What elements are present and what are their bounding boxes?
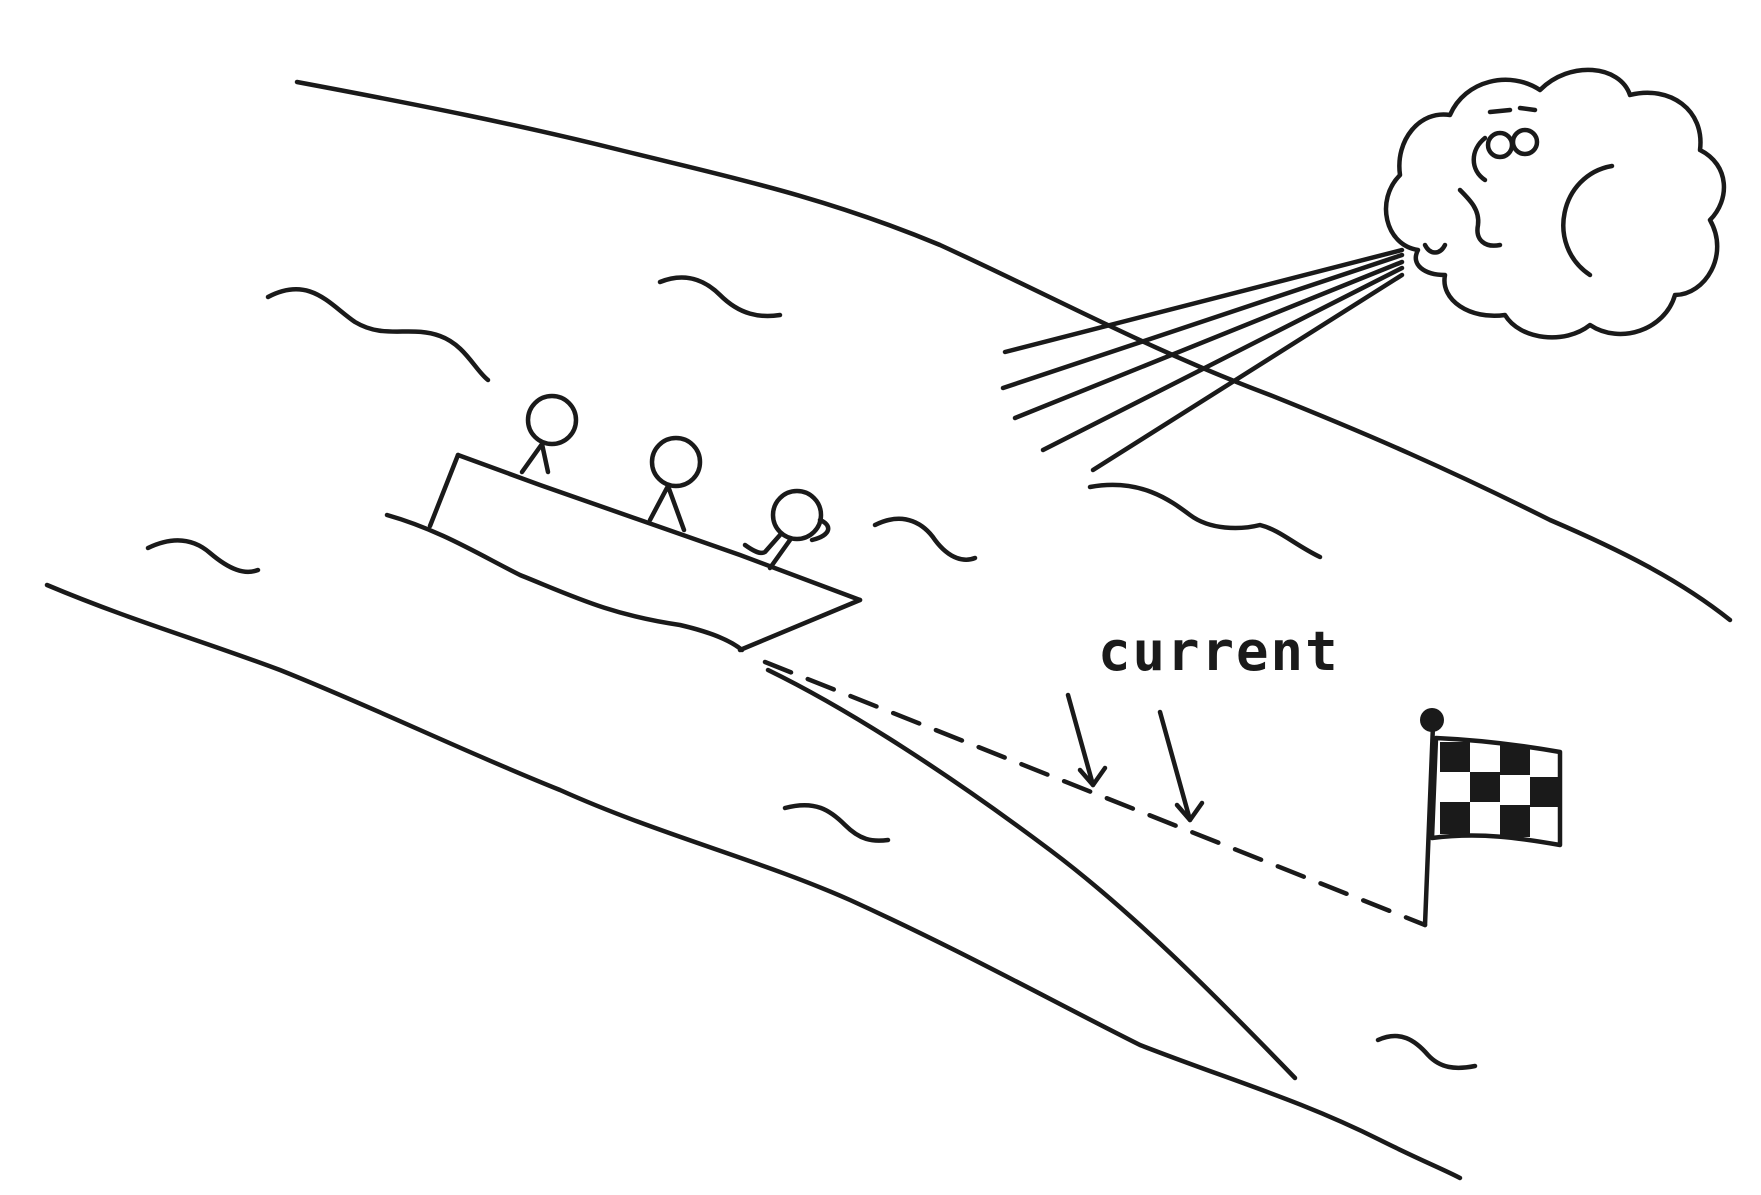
passenger-1	[519, 393, 579, 475]
intended-path	[762, 659, 1428, 928]
passenger-2	[647, 435, 703, 533]
drift-path	[765, 667, 1298, 1081]
boat-stern	[427, 452, 461, 529]
current-label: current	[1098, 620, 1340, 683]
wind-gust-lines	[1000, 247, 1405, 473]
far-riverbank	[294, 79, 1733, 623]
water-ripple	[1375, 1033, 1478, 1071]
water-ripple	[657, 275, 783, 319]
water-ripple	[265, 287, 491, 383]
water-ripple	[145, 538, 261, 575]
boat-top-edge	[455, 452, 863, 603]
boat-bow	[737, 597, 863, 653]
near-riverbank	[44, 582, 1463, 1181]
wind-cloud-icon	[1383, 67, 1727, 340]
boat-hull	[384, 512, 745, 653]
water-ripple	[782, 802, 891, 843]
current-arrow	[1157, 709, 1205, 823]
checkered-flag-icon	[1420, 708, 1563, 928]
current-arrow	[1065, 692, 1108, 788]
passenger-3	[742, 488, 831, 571]
water-ripple	[872, 516, 978, 562]
water-ripple	[1087, 482, 1323, 560]
